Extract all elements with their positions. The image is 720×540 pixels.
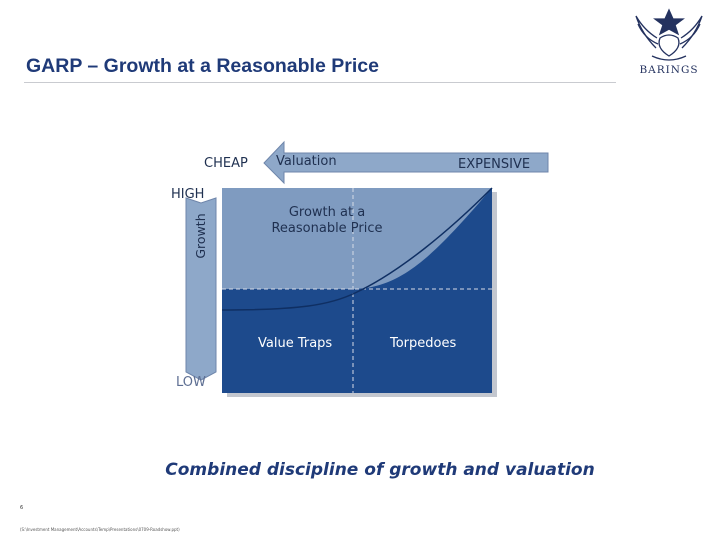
logo-text: BARINGS — [639, 64, 699, 76]
footer-path: (S:\Investment Management\Accounts\Temp\… — [20, 527, 180, 532]
torpedoes-label: Torpedoes — [390, 336, 457, 351]
cheap-label: CHEAP — [204, 156, 248, 171]
valuation-label: Valuation — [276, 154, 337, 169]
expensive-label: EXPENSIVE — [458, 157, 531, 172]
growth-arrow — [185, 197, 217, 381]
high-label: HIGH — [171, 187, 205, 202]
quadrant-right-fill — [350, 188, 492, 289]
barings-logo — [635, 8, 703, 61]
garp-label-line-2: Reasonable Price — [271, 221, 383, 236]
quadrant-lower — [222, 289, 492, 393]
garp-curve — [221, 187, 493, 311]
garp-label-line-1: Growth at a — [288, 205, 366, 220]
garp-region-label: Growth at a Reasonable Price — [242, 205, 412, 237]
value-traps-label: Value Traps — [258, 336, 333, 351]
growth-label: Growth — [193, 213, 208, 259]
page-number: 6 — [20, 505, 24, 511]
valuation-arrow — [263, 140, 549, 185]
page-title: GARP – Growth at a Reasonable Price — [26, 55, 379, 77]
low-label: LOW — [176, 375, 206, 390]
title-divider — [24, 82, 616, 83]
tagline: Combined discipline of growth and valuat… — [165, 460, 595, 480]
